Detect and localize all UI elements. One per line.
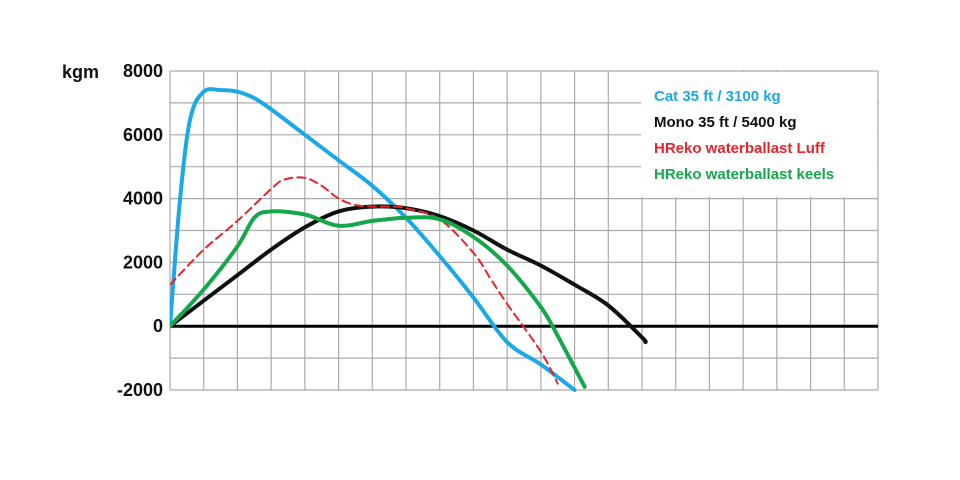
legend-entry: Mono 35 ft / 5400 kg — [654, 114, 797, 131]
legend-entry: Cat 35 ft / 3100 kg — [654, 88, 781, 105]
legend-entry: HReko waterballast keels — [654, 166, 834, 183]
y-axis-label: kgm — [62, 62, 99, 82]
series-line — [170, 176, 559, 385]
y-tick-label: 8000 — [123, 61, 163, 81]
y-tick-label: 4000 — [123, 189, 163, 209]
legend-box — [641, 72, 877, 197]
y-tick-label: 6000 — [123, 125, 163, 145]
legend-entry: HReko waterballast Luff — [654, 140, 826, 157]
y-tick-labels: 8000 6000 4000 2000 0 -2000 — [117, 61, 163, 400]
y-tick-label: -2000 — [117, 380, 163, 400]
y-tick-label: 2000 — [123, 252, 163, 272]
legend: Cat 35 ft / 3100 kg Mono 35 ft / 5400 kg H… — [641, 72, 877, 197]
series-line — [170, 209, 587, 389]
series-lines — [170, 87, 648, 392]
y-tick-label: 0 — [153, 316, 163, 336]
series-line — [170, 87, 577, 392]
